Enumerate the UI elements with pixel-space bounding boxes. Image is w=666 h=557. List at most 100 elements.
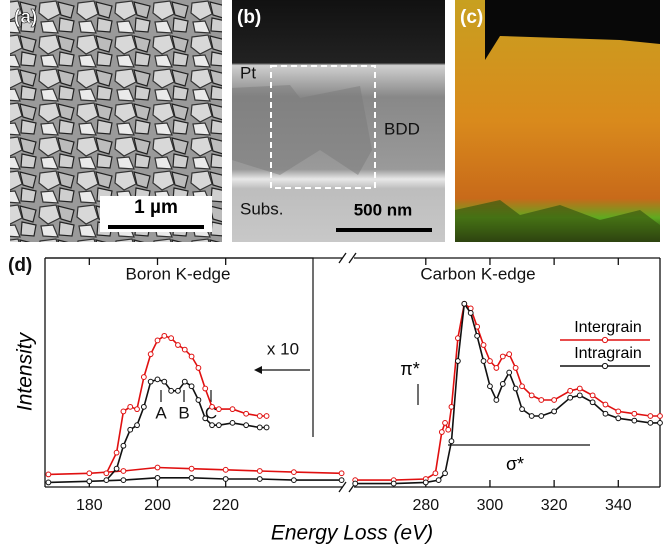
point xyxy=(203,386,208,391)
point xyxy=(475,333,480,338)
point xyxy=(244,411,249,416)
point xyxy=(196,398,201,403)
point xyxy=(104,478,109,483)
point xyxy=(423,480,428,485)
point xyxy=(104,471,109,476)
annotation: σ* xyxy=(506,454,524,474)
arrowhead xyxy=(254,366,262,374)
point xyxy=(616,409,621,414)
point xyxy=(291,470,296,475)
point xyxy=(87,471,92,476)
point xyxy=(210,404,215,409)
x-tick-label: 180 xyxy=(76,497,103,514)
x-tick-label: 220 xyxy=(212,497,239,514)
point xyxy=(439,430,444,435)
legend-marker xyxy=(602,337,607,342)
point xyxy=(148,352,153,357)
point xyxy=(632,411,637,416)
point xyxy=(507,352,512,357)
point xyxy=(446,427,451,432)
legend-label: Intergrain xyxy=(574,319,642,336)
point xyxy=(462,301,467,306)
point xyxy=(155,475,160,480)
panel-c: (c) xyxy=(455,0,660,242)
legend-label: Intragrain xyxy=(574,345,642,362)
point xyxy=(481,359,486,364)
point xyxy=(520,407,525,412)
point xyxy=(114,450,119,455)
x-axis-label: Energy Loss (eV) xyxy=(271,522,433,545)
point xyxy=(539,414,544,419)
point xyxy=(568,395,573,400)
point xyxy=(210,423,215,428)
point xyxy=(648,420,653,425)
point xyxy=(155,465,160,470)
point xyxy=(87,479,92,484)
point xyxy=(189,384,194,389)
x-tick-label: 280 xyxy=(412,497,439,514)
point xyxy=(46,480,51,485)
point xyxy=(135,407,140,412)
point xyxy=(513,366,518,371)
point xyxy=(500,382,505,387)
point xyxy=(494,398,499,403)
point xyxy=(196,366,201,371)
annotation: Boron K-edge xyxy=(126,264,231,283)
x-tick-label: 320 xyxy=(541,497,568,514)
point xyxy=(658,414,663,419)
annotation: A xyxy=(155,403,167,422)
point xyxy=(176,343,181,348)
scale-text: 500 nm xyxy=(354,200,413,219)
point xyxy=(507,370,512,375)
point xyxy=(121,469,126,474)
point xyxy=(135,423,140,428)
point xyxy=(189,354,194,359)
point xyxy=(203,416,208,421)
point xyxy=(291,478,296,483)
point xyxy=(603,402,608,407)
point xyxy=(590,393,595,398)
point xyxy=(257,469,262,474)
point xyxy=(176,388,181,393)
point xyxy=(632,418,637,423)
point xyxy=(455,359,460,364)
y-axis-label: Intensity xyxy=(14,331,37,411)
figure: (a) 1 µm (b) Pt BDD Subs. 500 nm (c) (d)… xyxy=(0,0,666,552)
annotation: B xyxy=(178,403,189,422)
point xyxy=(264,414,269,419)
point xyxy=(539,398,544,403)
point xyxy=(216,423,221,428)
point xyxy=(128,427,133,432)
point xyxy=(603,411,608,416)
point xyxy=(449,439,454,444)
point xyxy=(590,400,595,405)
point xyxy=(568,388,573,393)
point xyxy=(223,467,228,472)
point xyxy=(520,384,525,389)
point xyxy=(577,393,582,398)
point xyxy=(216,407,221,412)
x-tick-label: 340 xyxy=(605,497,632,514)
point xyxy=(46,472,51,477)
annotation: Carbon K-edge xyxy=(420,264,535,283)
point xyxy=(230,420,235,425)
point xyxy=(339,471,344,476)
point xyxy=(148,379,153,384)
point xyxy=(189,475,194,480)
point xyxy=(189,466,194,471)
annotation: x 10 xyxy=(267,339,299,358)
point xyxy=(182,379,187,384)
point xyxy=(552,398,557,403)
point xyxy=(230,407,235,412)
point xyxy=(264,425,269,430)
scale-text: 1 µm xyxy=(134,197,178,218)
point xyxy=(529,393,534,398)
point xyxy=(443,471,448,476)
layer-label: Subs. xyxy=(240,199,283,218)
point xyxy=(169,388,174,393)
point xyxy=(577,386,582,391)
point xyxy=(121,409,126,414)
point xyxy=(121,478,126,483)
point xyxy=(494,366,499,371)
point xyxy=(436,478,441,483)
